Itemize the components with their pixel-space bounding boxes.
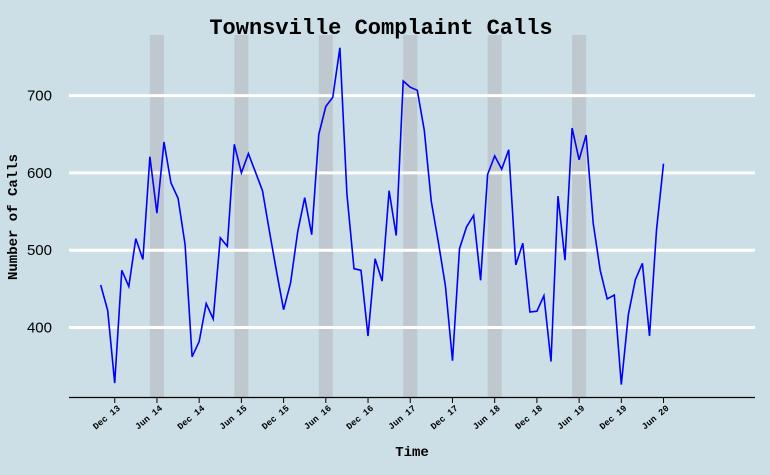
y-tick-label: 400	[27, 319, 52, 336]
y-tick-label: 700	[27, 88, 52, 105]
y-tick-label: 600	[27, 165, 52, 182]
calls-line	[99, 47, 665, 385]
x-tick-label: Dec 16	[345, 404, 376, 432]
x-tick-label: Jun 16	[302, 404, 333, 432]
recession-spans	[149, 35, 587, 397]
shaded-span	[234, 35, 249, 397]
x-tick-label: Dec 18	[514, 404, 545, 432]
shaded-span	[149, 35, 164, 397]
x-tick-label: Dec 15	[260, 404, 291, 432]
y-ticks: 400 500 600 700	[27, 88, 52, 337]
shaded-span	[572, 35, 587, 397]
x-tick-label: Dec 13	[91, 404, 122, 432]
chart-title: Townsville Complaint Calls	[209, 16, 552, 41]
x-tick-label: Jun 17	[387, 404, 418, 432]
x-tick-label: Jun 15	[218, 404, 249, 432]
x-tick-label: Jun 19	[556, 404, 587, 432]
x-tick-label: Dec 17	[429, 404, 460, 432]
y-tick-label: 500	[27, 242, 52, 259]
gridlines	[69, 94, 755, 329]
shaded-span	[403, 35, 418, 397]
x-tick-label: Jun 14	[134, 403, 166, 432]
y-axis-label: Number of Calls	[6, 154, 22, 280]
x-tick-label: Dec 14	[176, 403, 208, 432]
x-tick-label: Dec 19	[598, 404, 629, 432]
x-tick-label: Jun 18	[471, 404, 502, 432]
shaded-span	[487, 35, 502, 397]
x-tick-label: Jun 20	[640, 404, 671, 432]
shaded-span	[318, 35, 333, 397]
x-axis-label: Time	[395, 445, 429, 461]
x-ticks: Dec 13 Jun 14 Dec 14 Jun 15 Dec 15 Jun 16 Dec …	[91, 397, 671, 432]
